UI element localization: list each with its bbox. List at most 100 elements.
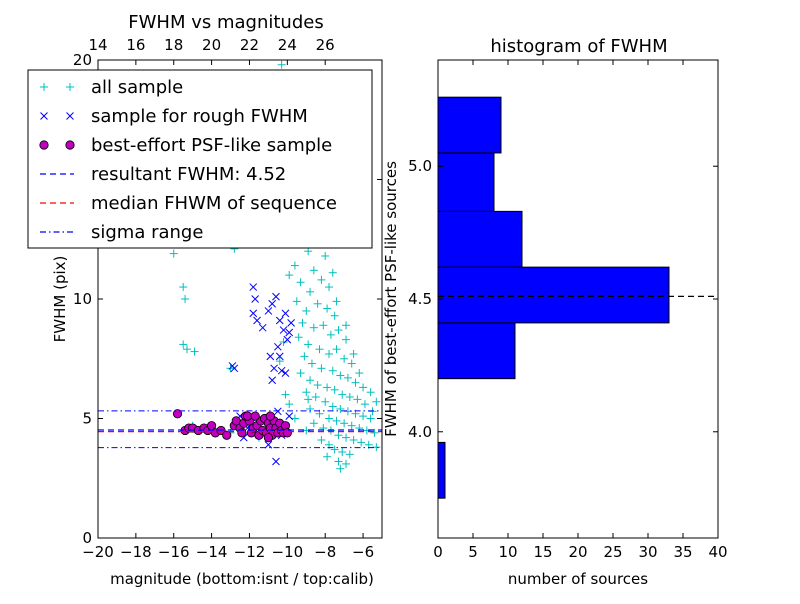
x-tick-label: −8	[314, 543, 336, 561]
x-marker-b	[279, 326, 288, 334]
data-point-all-sample	[345, 450, 354, 459]
histogram-bar	[437, 210, 523, 268]
top-tick-label: 22	[240, 36, 259, 54]
data-point-all-sample	[181, 295, 190, 303]
data-point-all-sample	[328, 366, 337, 375]
x-tick-label: −16	[158, 543, 190, 561]
histogram-y-ticks: 4.0 4.5 5.0	[408, 157, 718, 441]
data-point-all-sample	[179, 283, 188, 292]
data-point-best-sample	[172, 409, 183, 419]
x-tick-label: 35	[673, 543, 692, 561]
x-marker-b	[285, 328, 294, 337]
data-point-rough-sample	[253, 316, 261, 325]
data-point-all-sample	[182, 345, 191, 354]
x-marker-b	[270, 364, 278, 373]
x-tick-label: 30	[638, 543, 657, 561]
y-tick-label: 4.5	[408, 290, 432, 308]
x-marker-b	[285, 412, 294, 420]
x-marker-b	[264, 307, 273, 315]
data-point-rough-sample	[283, 335, 292, 344]
data-point-all-sample	[334, 326, 343, 335]
data-point-all-sample	[313, 299, 322, 308]
x-tick-label: −6	[352, 543, 374, 561]
histogram-title: histogram of FWHM	[490, 36, 667, 57]
y-tick-label: 4.0	[408, 423, 432, 441]
data-point-all-sample	[336, 464, 345, 473]
x-marker-b	[283, 335, 292, 344]
x-marker-b	[253, 316, 261, 325]
legend-label: sample for rough FWHM	[91, 106, 308, 127]
data-point-all-sample	[302, 388, 311, 397]
data-point-all-sample	[349, 436, 358, 445]
data-point-all-sample	[343, 373, 352, 382]
data-point-rough-sample	[266, 352, 275, 361]
x-marker-b	[287, 319, 295, 327]
y-tick-label: 10	[73, 290, 92, 308]
x-marker-b	[281, 369, 290, 377]
data-point-all-sample	[338, 390, 347, 399]
data-point-rough-sample	[281, 369, 290, 377]
data-point-all-sample	[345, 392, 354, 401]
data-point-rough-sample	[264, 307, 273, 315]
data-point-all-sample	[319, 424, 328, 433]
data-point-rough-sample	[264, 440, 273, 449]
histogram-x-axis-label: number of sources	[508, 570, 648, 588]
data-point-all-sample	[332, 297, 341, 306]
data-point-all-sample	[370, 428, 379, 437]
legend-entry: median FHWM of sequence	[40, 193, 337, 214]
data-point-all-sample	[324, 414, 333, 423]
data-point-all-sample	[323, 304, 332, 313]
data-point-all-sample	[340, 419, 349, 428]
data-point-all-sample	[342, 433, 351, 442]
data-point-all-sample	[294, 333, 303, 342]
data-point-all-sample	[349, 349, 358, 358]
data-point-all-sample	[179, 340, 188, 349]
histogram-panel: histogram of FWHM 0 5 10 15 20 25 30 35 40 4.04.…	[382, 36, 728, 588]
histogram-bar	[437, 322, 516, 380]
data-point-all-sample	[324, 283, 333, 292]
x-tick-label: −20	[82, 543, 114, 561]
data-point-all-sample	[366, 388, 375, 397]
data-point-rough-sample	[275, 352, 284, 361]
x-marker-b	[272, 457, 280, 466]
data-point-all-sample	[342, 335, 351, 344]
y-tick-label: 5.0	[408, 157, 432, 175]
data-point-rough-sample	[230, 364, 239, 373]
x-tick-label: −12	[234, 543, 266, 561]
scatter-panel: FWHM vs magnitudes 14 16 18 20 22 24 26 −20 −18…	[27, 12, 383, 588]
data-point-all-sample	[372, 397, 381, 406]
y-tick-label: 0	[82, 529, 92, 547]
histogram-bar	[437, 152, 495, 212]
x-tick-label: 40	[708, 543, 727, 561]
scatter-points	[169, 60, 381, 473]
data-point-all-sample	[302, 306, 311, 315]
legend-x-marker	[66, 112, 74, 120]
data-point-all-sample	[277, 60, 286, 69]
data-point-all-sample	[347, 359, 356, 368]
legend-x-marker	[40, 112, 48, 120]
top-tick-label: 20	[202, 36, 221, 54]
data-point-all-sample	[304, 340, 313, 349]
data-point-all-sample	[323, 452, 332, 461]
data-point-all-sample	[281, 390, 290, 399]
x-marker-b	[239, 433, 248, 442]
data-point-all-sample	[338, 447, 347, 456]
data-point-all-sample	[353, 395, 362, 404]
data-point-all-sample	[321, 397, 330, 406]
data-point-rough-sample	[287, 319, 295, 327]
x-marker-b	[40, 112, 48, 120]
data-point-all-sample	[311, 392, 320, 401]
x-marker-b	[249, 283, 258, 291]
data-point-rough-sample	[268, 376, 277, 385]
data-point-rough-sample	[270, 364, 278, 373]
x-marker-b	[258, 323, 267, 332]
data-point-all-sample	[317, 275, 326, 284]
data-point-all-sample	[332, 416, 341, 425]
legend-label: resultant FWHM: 4.52	[91, 164, 286, 185]
data-point-all-sample	[366, 414, 375, 423]
data-point-all-sample	[309, 419, 318, 428]
x-tick-label: 20	[568, 543, 587, 561]
data-point-best-sample	[237, 428, 247, 438]
top-tick-label: 14	[88, 36, 107, 54]
